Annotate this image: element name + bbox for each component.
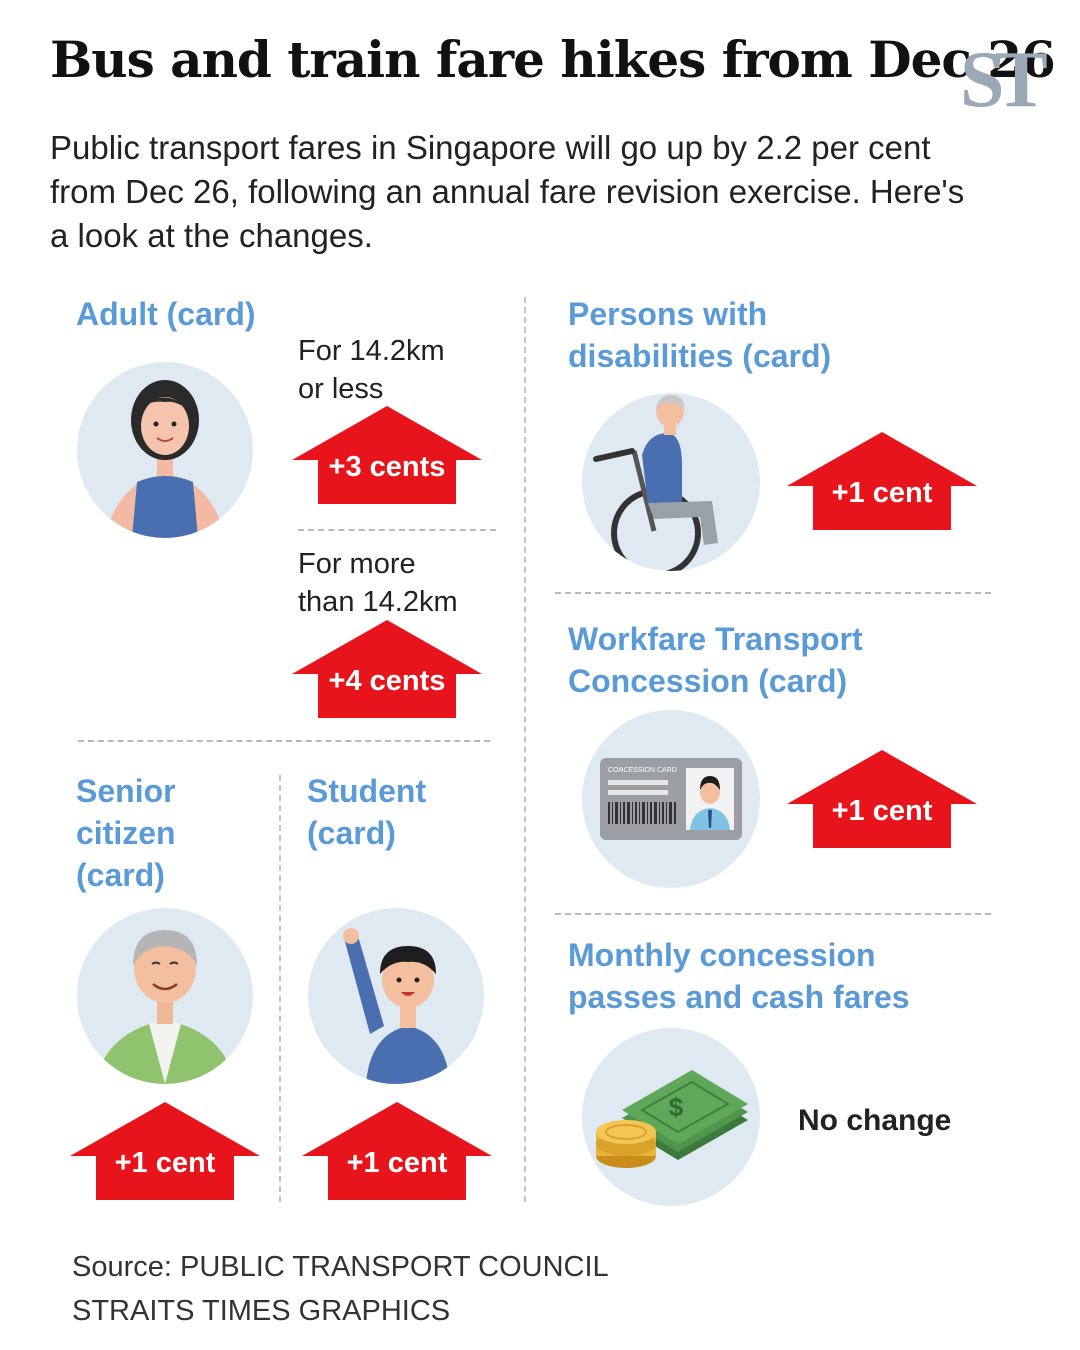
disabilities-change: +1 cent (831, 477, 933, 509)
adult-distance-divider (298, 529, 496, 531)
senior-student-divider (279, 775, 281, 1202)
workfare-change-badge: +1 cent (787, 750, 977, 848)
adult-long-line2: than 14.2km (298, 586, 458, 618)
credit-line: STRAITS TIMES GRAPHICS (72, 1295, 451, 1327)
intro-text: Public transport fares in Singapore will… (50, 129, 965, 254)
workfare-divider (555, 913, 991, 915)
adult-label: Adult (card) (76, 296, 256, 332)
adult-short-line1: For 14.2km (298, 335, 445, 367)
up-arrow-icon (70, 1102, 260, 1200)
student-label-line2: (card) (307, 815, 396, 851)
student-change-badge: +1 cent (302, 1102, 492, 1200)
disabilities-change-badge: +1 cent (787, 432, 977, 530)
student-icon (308, 908, 484, 1084)
adult-short-change-badge: +3 cents (292, 406, 482, 504)
up-arrow-icon (292, 406, 482, 504)
senior-label-line1: Senior (76, 773, 176, 809)
up-arrow-icon (292, 620, 482, 718)
workfare-change: +1 cent (831, 795, 933, 827)
disabilities-divider (555, 592, 991, 594)
workfare-label-line2: Concession (card) (568, 663, 848, 699)
senior-change: +1 cent (114, 1147, 216, 1179)
source-line: Source: PUBLIC TRANSPORT COUNCIL (72, 1251, 609, 1283)
page-title: Bus and train fare hikes from Dec 26 (50, 30, 1056, 89)
source-block: Source: PUBLIC TRANSPORT COUNCIL STRAITS… (72, 1245, 609, 1333)
adult-long-change: +4 cents (328, 665, 446, 697)
disabilities-label-line1: Persons with (568, 296, 768, 332)
student-label-line1: Student (307, 773, 427, 809)
adult-short-line2: or less (298, 373, 384, 405)
senior-label-line3: (card) (76, 857, 165, 893)
student-change: +1 cent (346, 1147, 448, 1179)
monthly-change: No change (798, 1104, 952, 1137)
senior-label-line2: citizen (76, 815, 176, 851)
up-arrow-icon (787, 750, 977, 848)
up-arrow-icon (787, 432, 977, 530)
money-icon: $ (582, 1028, 760, 1206)
up-arrow-icon (302, 1102, 492, 1200)
woman-icon (77, 362, 253, 538)
senior-man-icon (77, 908, 253, 1084)
wheelchair-user-icon (582, 393, 760, 571)
st-logo: ST (960, 36, 1048, 124)
disabilities-label-line2: disabilities (card) (568, 338, 832, 374)
concession-card-icon: CONCESSION CARD (582, 710, 760, 888)
adult-long-change-badge: +4 cents (292, 620, 482, 718)
monthly-label-line2: passes and cash fares (568, 979, 910, 1015)
senior-change-badge: +1 cent (70, 1102, 260, 1200)
card-caption: CONCESSION CARD (608, 767, 677, 774)
dollar-sign: $ (669, 1092, 684, 1122)
workfare-label-line1: Workfare Transport (568, 621, 863, 657)
monthly-label-line1: Monthly concession (568, 937, 876, 973)
adult-section-divider (78, 740, 490, 742)
adult-long-line1: For more (298, 548, 416, 580)
column-divider (524, 297, 526, 1202)
adult-short-change: +3 cents (328, 451, 446, 483)
